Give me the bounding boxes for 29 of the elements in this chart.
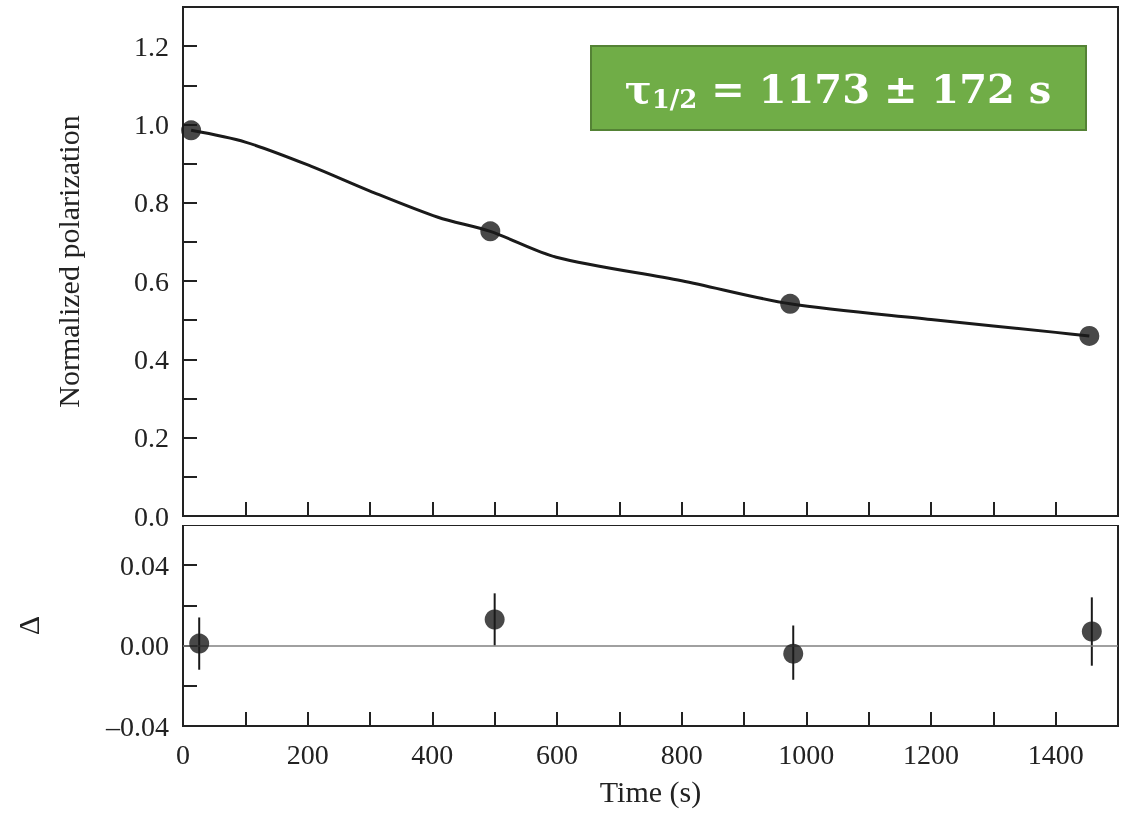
y-axis-title: Δ [11, 615, 45, 636]
y-tick-label: 0.2 [134, 422, 169, 454]
point [480, 221, 501, 242]
x-tick-label: 800 [660, 738, 703, 770]
y-tick-label: 1.0 [134, 108, 169, 140]
y-axis-title: Normalized polarization [51, 115, 85, 408]
x-tick-label: 200 [286, 738, 329, 770]
point [189, 633, 210, 654]
x-tick-label: 600 [536, 738, 578, 770]
point [181, 120, 202, 141]
x-tick-label: 1000 [778, 738, 835, 770]
y-tick-label: 0.4 [134, 343, 169, 375]
x-tick-label: 400 [411, 738, 454, 770]
x-tick-label: 1200 [903, 738, 959, 770]
point [780, 293, 801, 314]
y-tick-label: 0.00 [120, 630, 169, 662]
x-tick-label: 0 [176, 738, 190, 770]
y-tick-label: 1.2 [134, 30, 169, 62]
y-tick-label: 0.0 [134, 500, 169, 532]
y-tick-label: 0.04 [120, 549, 169, 581]
x-axis-title: Time (s) [599, 774, 702, 809]
point [1079, 325, 1100, 346]
point [484, 609, 505, 630]
y-tick-label: 0.8 [134, 187, 169, 219]
y-tick-label: –0.04 [105, 710, 169, 742]
point [783, 643, 804, 664]
y-tick-label: 0.6 [134, 265, 169, 297]
x-tick-label: 1400 [1027, 738, 1084, 770]
point [1081, 621, 1102, 642]
